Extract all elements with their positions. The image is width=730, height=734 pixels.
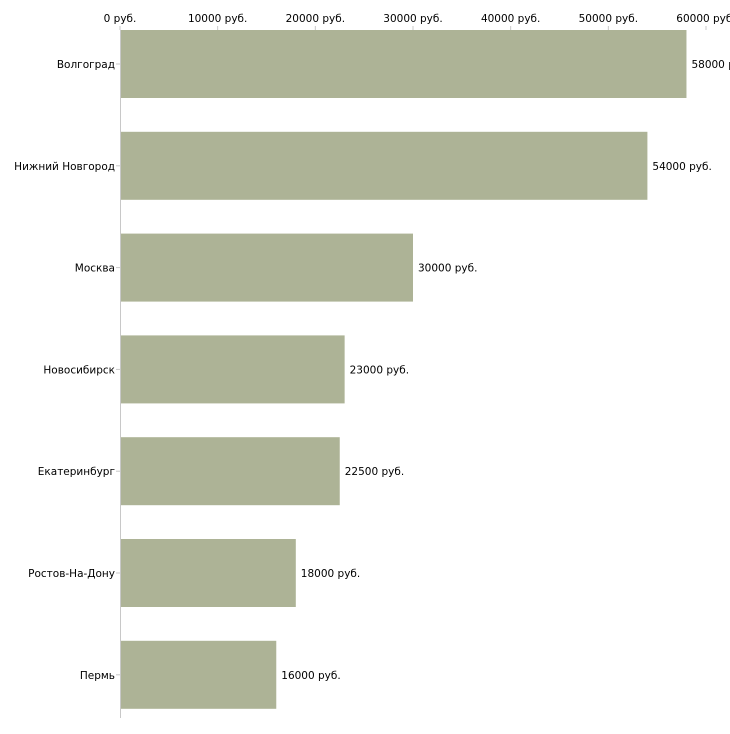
data-label: 54000 руб.: [652, 161, 711, 173]
category-label: Новосибирск: [43, 364, 115, 376]
data-label: 58000 руб.: [691, 59, 730, 71]
x-tick-label: 60000 руб.: [676, 13, 730, 25]
bar[interactable]: [121, 335, 345, 404]
x-tick-label: 30000 руб.: [383, 13, 442, 25]
x-tick-label: 10000 руб.: [188, 13, 247, 25]
category-label: Волгоград: [57, 59, 115, 71]
bar[interactable]: [121, 30, 687, 98]
category-label: Нижний Новгород: [14, 161, 115, 173]
data-label: 18000 руб.: [301, 568, 360, 580]
bar[interactable]: [121, 437, 340, 506]
data-label: 16000 руб.: [281, 670, 340, 682]
data-label: 30000 руб.: [418, 263, 477, 275]
x-tick-label: 20000 руб.: [286, 13, 345, 25]
category-label: Москва: [75, 263, 115, 275]
bar[interactable]: [121, 233, 413, 302]
bar[interactable]: [121, 640, 277, 709]
bar[interactable]: [121, 131, 648, 200]
data-label: 22500 руб.: [345, 466, 404, 478]
label-layer: Волгоград 58000 руб. Нижний Новгород 54000 …: [14, 59, 730, 682]
x-tick-label: 0 руб.: [104, 13, 137, 25]
category-label: Екатеринбург: [38, 466, 115, 478]
category-label: Пермь: [80, 670, 115, 682]
x-tick-label: 40000 руб.: [481, 13, 540, 25]
axis-layer: 0 руб. 10000 руб. 20000 руб. 30000 руб. 4000…: [104, 13, 730, 718]
x-tick-label: 50000 руб.: [579, 13, 638, 25]
category-label: Ростов-На-Дону: [28, 568, 115, 580]
bar-layer: [121, 30, 687, 709]
data-label: 23000 руб.: [350, 364, 409, 376]
bar[interactable]: [121, 539, 296, 607]
